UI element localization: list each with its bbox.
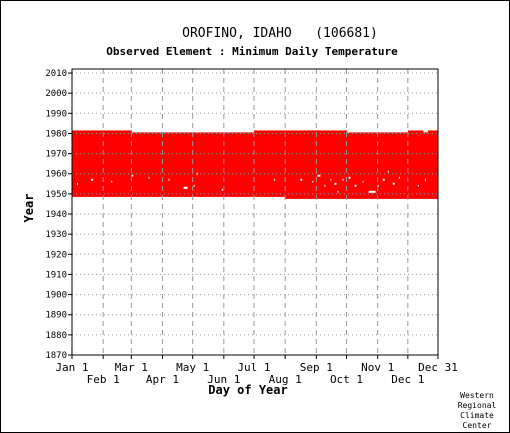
missing-gap-5 bbox=[168, 178, 170, 181]
record-block-9 bbox=[407, 130, 424, 199]
x-tick-label-upper-6: Dec 31 bbox=[418, 361, 458, 374]
x-axis-ticks: Jan 1 Mar 1 May 1 Jul 1 Sep 1 Nov 1 Dec 31 Feb … bbox=[55, 355, 458, 386]
missing-gap-21 bbox=[362, 180, 364, 183]
credit-line-3: Center bbox=[463, 421, 492, 430]
missing-gap-6 bbox=[183, 186, 188, 189]
y-tick-label-11: 1900 bbox=[45, 291, 67, 301]
x-tick-label-upper-0: Jan 1 bbox=[55, 361, 88, 374]
y-tick-label-10: 1910 bbox=[45, 270, 67, 280]
missing-gap-15 bbox=[330, 178, 332, 181]
chart-title: OROFINO, IDAHO (106681) bbox=[182, 26, 378, 41]
missing-gap-20 bbox=[354, 184, 357, 187]
missing-gap-9 bbox=[221, 188, 223, 191]
record-block-10 bbox=[422, 132, 429, 199]
y-tick-label-7: 1940 bbox=[45, 210, 67, 220]
missing-gap-0 bbox=[77, 182, 79, 185]
y-tick-label-6: 1950 bbox=[45, 190, 67, 200]
missing-gap-24 bbox=[382, 178, 385, 181]
missing-gap-28 bbox=[417, 184, 419, 187]
missing-gap-3 bbox=[131, 174, 134, 177]
record-block-1 bbox=[103, 130, 132, 197]
y-tick-label-1: 2000 bbox=[45, 89, 67, 99]
y-tick-label-8: 1930 bbox=[45, 230, 67, 240]
y-tick-label-13: 1880 bbox=[45, 331, 67, 341]
grid-lines bbox=[72, 69, 438, 355]
missing-gap-26 bbox=[392, 182, 395, 185]
y-tick-label-2: 1990 bbox=[45, 109, 67, 119]
plot-area-border bbox=[71, 68, 439, 356]
missing-gap-12 bbox=[312, 180, 314, 183]
record-blocks bbox=[72, 130, 439, 199]
missing-gap-29 bbox=[424, 178, 426, 181]
credit-line-2: Climate bbox=[460, 411, 494, 420]
missing-gap-4 bbox=[148, 176, 150, 179]
chart-subtitle: Observed Element : Minimum Daily Tempera… bbox=[106, 45, 398, 58]
x-tick-label-lower-5: Dec 1 bbox=[391, 373, 424, 386]
x-tick-label-upper-4: Sep 1 bbox=[300, 361, 333, 374]
missing-gap-17 bbox=[337, 190, 339, 193]
record-block-7 bbox=[316, 130, 347, 199]
missing-gap-13 bbox=[317, 174, 321, 177]
y-tick-label-14: 1870 bbox=[45, 351, 67, 361]
record-block-2 bbox=[131, 132, 163, 197]
missing-gap-8 bbox=[196, 172, 198, 175]
missing-gap-7 bbox=[193, 184, 195, 187]
y-tick-label-3: 1980 bbox=[45, 129, 67, 139]
missing-gap-11 bbox=[300, 178, 303, 181]
record-block-6 bbox=[285, 130, 317, 199]
missing-gap-14 bbox=[324, 184, 326, 187]
missing-gap-23 bbox=[377, 184, 379, 187]
missing-gap-25 bbox=[387, 170, 389, 173]
missing-data-gaps bbox=[77, 170, 426, 193]
x-tick-label-lower-1: Apr 1 bbox=[146, 373, 179, 386]
y-tick-label-0: 2010 bbox=[45, 69, 67, 79]
x-tick-label-lower-0: Feb 1 bbox=[87, 373, 120, 386]
y-tick-label-5: 1960 bbox=[45, 170, 67, 180]
missing-gap-18 bbox=[342, 178, 344, 181]
missing-gap-19 bbox=[348, 176, 351, 179]
x-tick-label-upper-1: Mar 1 bbox=[115, 361, 148, 374]
x-tick-label-lower-3: Aug 1 bbox=[269, 373, 302, 386]
x-tick-label-upper-2: May 1 bbox=[176, 361, 209, 374]
credit-line-0: Western bbox=[460, 391, 494, 400]
credit-line-1: Regional bbox=[458, 401, 497, 410]
missing-gap-27 bbox=[398, 176, 400, 179]
x-tick-label-upper-3: Jul 1 bbox=[237, 361, 270, 374]
y-tick-label-12: 1890 bbox=[45, 311, 67, 321]
missing-gap-22 bbox=[368, 190, 376, 193]
record-block-0 bbox=[72, 130, 104, 197]
record-block-3 bbox=[162, 132, 194, 197]
x-tick-label-upper-5: Nov 1 bbox=[361, 361, 394, 374]
y-tick-label-9: 1920 bbox=[45, 250, 67, 260]
y-axis-label: Year bbox=[22, 194, 36, 223]
missing-gap-16 bbox=[334, 182, 337, 185]
missing-gap-2 bbox=[111, 180, 113, 183]
y-axis-ticks: 2010 2000 1990 1980 1970 1960 1950 1940 1930 1920… bbox=[45, 69, 72, 361]
x-tick-label-lower-4: Oct 1 bbox=[330, 373, 363, 386]
y-tick-label-4: 1970 bbox=[45, 150, 67, 160]
missing-gap-1 bbox=[91, 178, 94, 181]
record-block-5 bbox=[253, 130, 286, 197]
x-axis-label: Day of Year bbox=[208, 383, 287, 397]
x-tick-label-lower-2: Jun 1 bbox=[207, 373, 240, 386]
record-block-11 bbox=[427, 130, 439, 199]
missing-gap-10 bbox=[274, 178, 276, 181]
